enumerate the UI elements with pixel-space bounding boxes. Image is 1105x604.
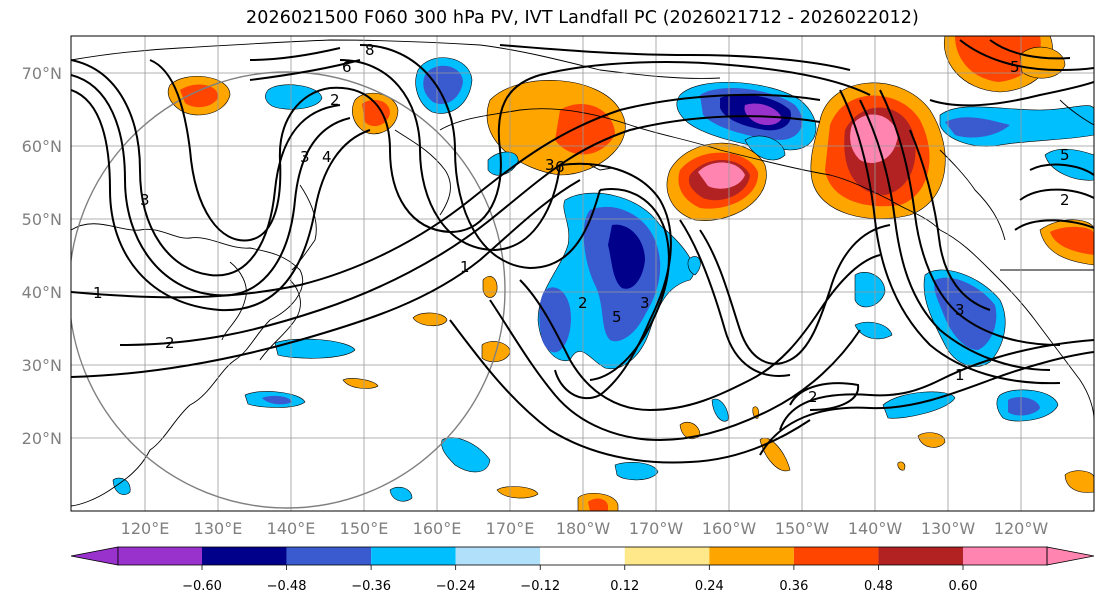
lat-label: 20°N — [22, 429, 62, 448]
anomaly-pink-aleutian — [698, 162, 745, 189]
anomaly-navy-midpac-trough — [608, 224, 645, 289]
map-panel: 1 2 1 2 3 5 2 1 3 2 3 4 6 8 2 5 3 6 5 3 — [71, 36, 1094, 511]
colorbar-tick-label: −0.60 — [182, 579, 222, 594]
contour-label: 3 — [640, 294, 650, 312]
longitude-labels: 120°E 130°E 140°E 150°E 160°E 170°E 180°… — [121, 519, 1049, 538]
contour-label: 2 — [808, 388, 818, 406]
colorbar-tick-label: −0.48 — [267, 579, 307, 594]
colorbar-tick-label: −0.36 — [351, 579, 391, 594]
contour-label: 5 — [612, 308, 622, 326]
colorbar-min-extend — [70, 546, 119, 566]
lat-label: 60°N — [22, 137, 62, 156]
contour-label: 8 — [365, 41, 375, 59]
colorbar-cell — [793, 547, 879, 565]
colorbar-cell — [455, 547, 541, 565]
contour-label: 5 — [1010, 58, 1020, 76]
lon-label: 180°W — [556, 519, 611, 538]
contour-label: 2 — [165, 334, 175, 352]
graticule — [71, 36, 1094, 511]
colorbar-tick-label: 0.60 — [949, 579, 978, 594]
lon-label: 170°E — [486, 519, 535, 538]
anomaly-red-westcoast — [1050, 226, 1094, 255]
lat-label: 30°N — [22, 356, 62, 375]
map-frame — [70, 35, 1095, 512]
contour-label: 2 — [578, 294, 588, 312]
lon-label: 170°W — [629, 519, 684, 538]
colorbar-tick-label: −0.24 — [436, 579, 476, 594]
contour-label: 6 — [555, 158, 565, 176]
contour-label: 1 — [460, 258, 470, 276]
contour-labels: 1 2 1 2 3 5 2 1 3 2 3 4 6 8 2 5 3 6 5 3 — [93, 41, 1070, 406]
contour-label: 3 — [545, 156, 555, 174]
lon-label: 150°W — [775, 519, 830, 538]
contour-label: 4 — [322, 148, 332, 166]
anomaly-red-siberia — [180, 84, 219, 108]
pv-shading — [112, 36, 1094, 511]
lon-label: 160°W — [702, 519, 757, 538]
colorbar: −0.60 −0.48 −0.36 −0.24 −0.12 0.12 0.24 0.36 0.4… — [70, 546, 1095, 594]
contour-label: 3 — [140, 191, 150, 209]
contour-label: 6 — [342, 58, 352, 76]
colorbar-cell — [540, 547, 625, 565]
colorbar-cell — [878, 547, 963, 565]
contour-label: 2 — [330, 91, 340, 109]
contour-label: 1 — [93, 284, 103, 302]
lat-label: 70°N — [22, 64, 62, 83]
pv-contours — [71, 39, 1094, 464]
colorbar-tick-label: −0.12 — [520, 579, 560, 594]
colorbar-cell — [371, 547, 456, 565]
anomaly-purple-bering — [744, 103, 782, 126]
lon-label: 150°E — [340, 519, 389, 538]
colorbar-tick-label: 0.36 — [779, 579, 808, 594]
lat-label: 50°N — [22, 210, 62, 229]
colorbar-tick-label: 0.24 — [695, 579, 724, 594]
lon-label: 140°E — [267, 519, 316, 538]
colorbar-cell — [286, 547, 372, 565]
colorbar-cell — [709, 547, 794, 565]
lon-label: 120°W — [994, 519, 1049, 538]
lon-label: 140°W — [848, 519, 903, 538]
colorbar-cell — [202, 547, 287, 565]
colorbar-tick-label: 0.12 — [610, 579, 639, 594]
contour-label: 3 — [300, 148, 310, 166]
contour-label: 3 — [955, 301, 965, 319]
colorbar-cell — [963, 547, 1047, 565]
lon-label: 160°E — [413, 519, 462, 538]
colorbar-tick-label: 0.48 — [864, 579, 893, 594]
lon-label: 130°E — [194, 519, 243, 538]
colorbar-max-extend — [1046, 546, 1095, 566]
lon-label: 120°E — [121, 519, 170, 538]
lon-label: 130°W — [921, 519, 976, 538]
contour-label: 2 — [1060, 191, 1070, 209]
contour-label: 5 — [1060, 146, 1070, 164]
colorbar-cell — [624, 547, 710, 565]
lat-label: 40°N — [22, 283, 62, 302]
landfall-region-circle — [71, 71, 506, 509]
latitude-labels: 70°N 60°N 50°N 40°N 30°N 20°N — [22, 64, 62, 448]
contour-label: 1 — [955, 366, 965, 384]
map-title: 2026021500 F060 300 hPa PV, IVT Landfall… — [246, 8, 919, 28]
colorbar-cell — [118, 547, 202, 565]
anomaly-red-arctic — [955, 36, 1041, 82]
anomaly-red-okhotsk — [362, 99, 390, 127]
